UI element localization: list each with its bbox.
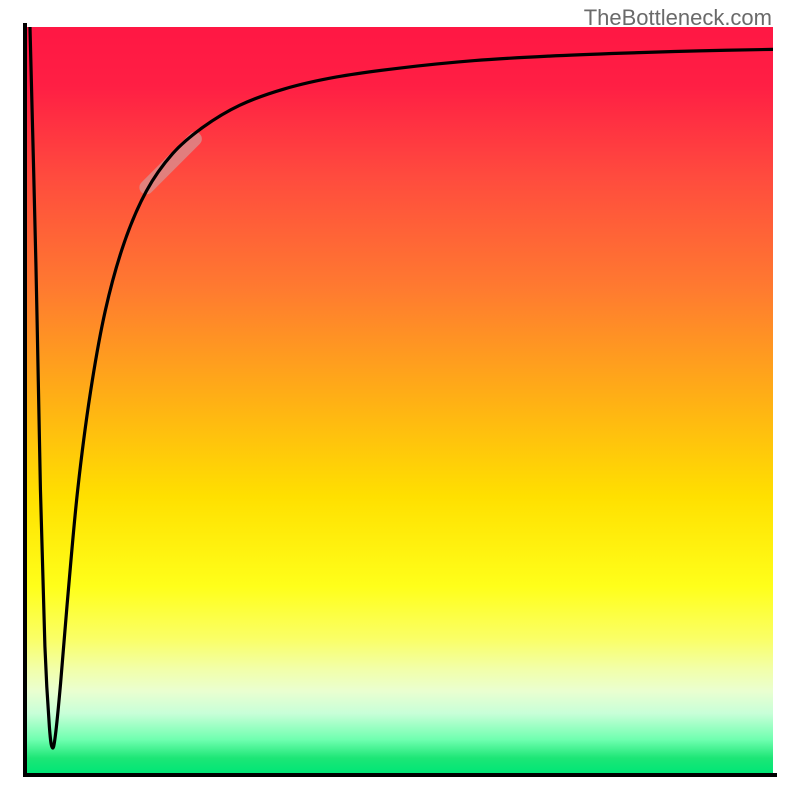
bottleneck-chart: TheBottleneck.com [0,0,800,800]
watermark-text: TheBottleneck.com [584,5,772,31]
curve-layer [27,27,773,773]
bottleneck-curve [30,27,773,748]
y-axis [23,23,27,777]
plot-area [27,27,773,773]
x-axis [23,773,777,777]
